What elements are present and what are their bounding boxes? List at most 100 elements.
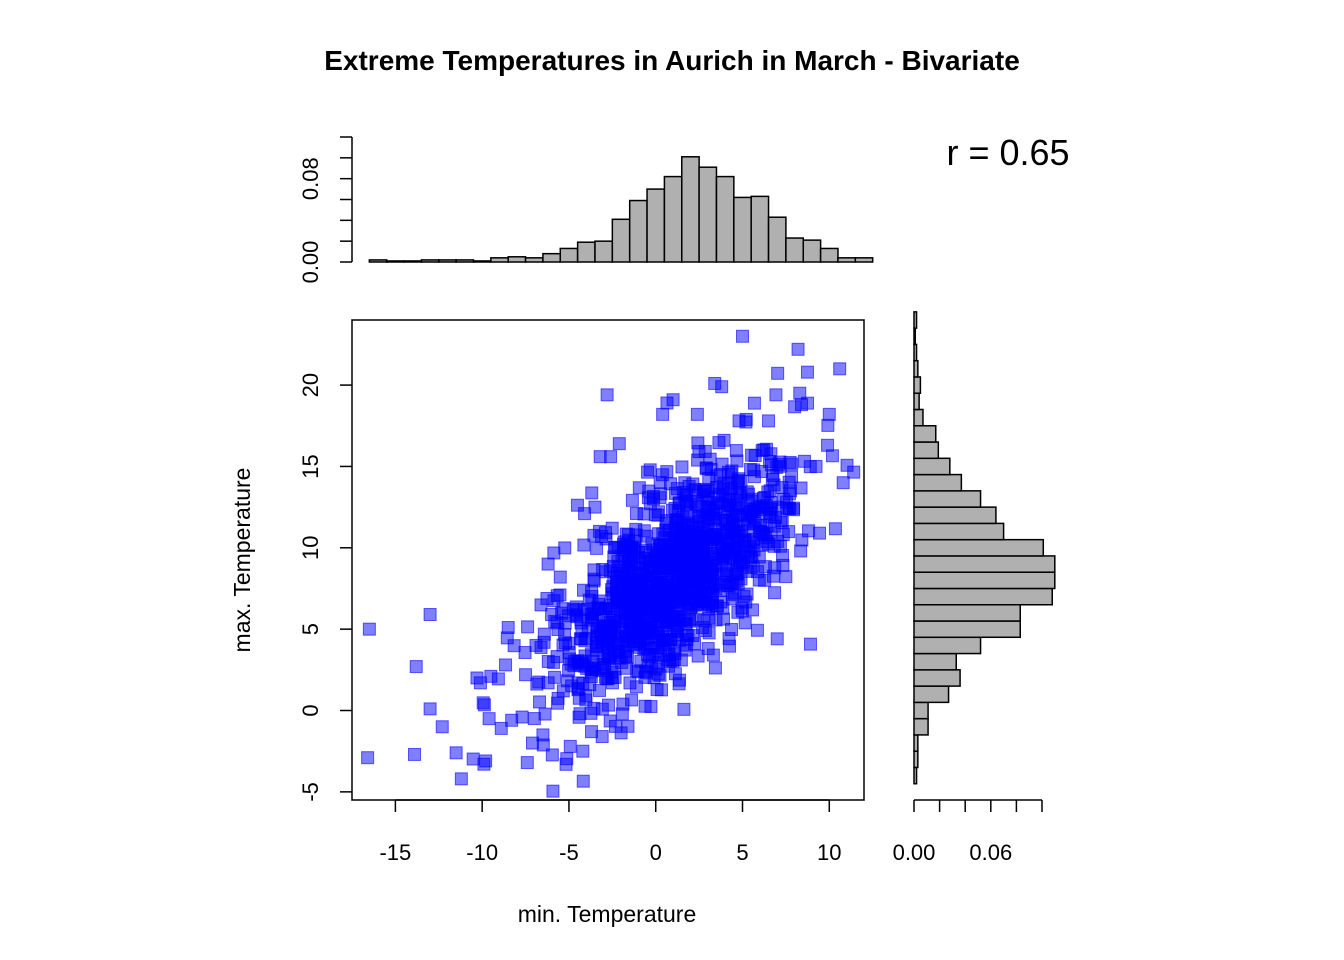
scatter-point	[639, 543, 653, 557]
scatter-point	[608, 719, 622, 733]
scatter-point	[482, 712, 496, 726]
scatter-point	[676, 486, 690, 500]
x-tick-label: 5	[736, 840, 748, 865]
scatter-point	[655, 683, 669, 697]
right-hist-bar	[913, 603, 1021, 622]
scatter-point	[545, 608, 559, 622]
scatter-point	[577, 538, 591, 552]
scatter-point	[828, 522, 842, 536]
right-hist-bar	[913, 571, 1056, 590]
scatter-point	[747, 532, 761, 546]
scatter-point	[571, 676, 585, 690]
scatter-point	[578, 507, 592, 521]
scatter-point	[732, 553, 746, 567]
scatter-point	[729, 493, 743, 507]
right-hist-bar	[913, 490, 982, 508]
right-hist-bar	[913, 685, 950, 704]
right-hist-bar	[913, 587, 1053, 606]
scatter-point	[605, 676, 619, 690]
scatter-point	[708, 661, 722, 675]
scatter-point	[698, 623, 712, 637]
scatter-point	[785, 457, 799, 471]
scatter-point	[538, 707, 552, 721]
scatter-point	[533, 695, 547, 709]
scatter-point	[575, 624, 589, 638]
scatter-point	[747, 396, 761, 410]
scatter-point	[583, 678, 597, 692]
scatter-point	[715, 457, 729, 471]
top-hist-bar	[542, 252, 562, 263]
x-tick-label: -10	[466, 840, 498, 865]
scatter-point	[607, 662, 621, 676]
scatter-point	[576, 774, 590, 788]
y-axis-label: max. Temperature	[229, 468, 255, 653]
scatter-point	[762, 414, 776, 428]
y-tick-label: 20	[298, 373, 323, 397]
scatter-point	[701, 642, 715, 656]
x-tick-label: -15	[379, 840, 411, 865]
scatter-point	[648, 508, 662, 522]
top-hist-bar	[837, 257, 857, 263]
scatter-point	[584, 706, 598, 720]
scatter-point	[690, 407, 704, 421]
top-hist-tick-label: 0.08	[298, 157, 323, 200]
scatter-point	[690, 594, 704, 608]
scatter-point	[624, 616, 638, 630]
top-hist-bar	[767, 216, 787, 263]
scatter-point	[473, 676, 487, 690]
right-hist-bar	[913, 473, 963, 492]
scatter-point	[724, 467, 738, 481]
scatter-point	[547, 546, 561, 560]
scatter-point	[803, 460, 817, 474]
scatter-point	[691, 453, 705, 467]
scatter-point	[634, 568, 648, 582]
x-tick-label: 10	[817, 840, 841, 865]
scatter-point	[766, 569, 780, 583]
scatter-point	[793, 386, 807, 400]
scatter-point	[665, 503, 679, 517]
scatter-point	[590, 541, 604, 555]
scatter-point	[702, 611, 716, 625]
scatter-point	[477, 757, 491, 771]
right-hist-bar	[913, 636, 982, 655]
scatter-point	[745, 603, 759, 617]
scatter-point	[612, 437, 626, 451]
scatter-point	[507, 639, 521, 653]
scatter-point	[782, 525, 796, 539]
scatter-point	[611, 555, 625, 569]
scatter-point	[745, 492, 759, 506]
scatter-point	[770, 632, 784, 646]
scatter-point	[625, 693, 639, 707]
scatter-point	[720, 514, 734, 528]
scatter-point	[651, 667, 665, 681]
scatter-point	[519, 668, 533, 682]
scatter-point	[547, 655, 561, 669]
x-axis: -15 -10 -5 0 5 10	[379, 799, 842, 865]
scatter-point	[791, 342, 805, 356]
top-hist-bar	[663, 175, 683, 263]
scatter-point	[836, 476, 850, 490]
chart-title: Extreme Temperatures in Aurich in March …	[324, 45, 1020, 76]
right-hist-bar	[913, 538, 1045, 557]
scatter-point	[847, 465, 861, 479]
scatter-point	[708, 547, 722, 561]
scatter-point	[677, 702, 691, 716]
right-hist-bar	[913, 717, 929, 736]
right-hist-bar	[913, 669, 961, 687]
top-hist-bar	[611, 218, 631, 263]
scatter-point	[600, 615, 614, 629]
y-tick-label: 15	[298, 454, 323, 478]
right-hist-bar	[913, 425, 937, 443]
top-hist-bar	[819, 247, 839, 263]
scatter-point	[558, 616, 572, 630]
right-hist-bar	[913, 620, 1021, 639]
scatter-point	[703, 533, 717, 547]
scatter-point	[664, 477, 678, 491]
scatter-point	[610, 589, 624, 603]
scatter-point	[629, 507, 643, 521]
top-hist-bar	[576, 241, 596, 263]
scatter-point	[558, 541, 572, 555]
right-hist-bar	[913, 506, 997, 525]
right-hist-tick-label: 0.06	[969, 840, 1012, 865]
